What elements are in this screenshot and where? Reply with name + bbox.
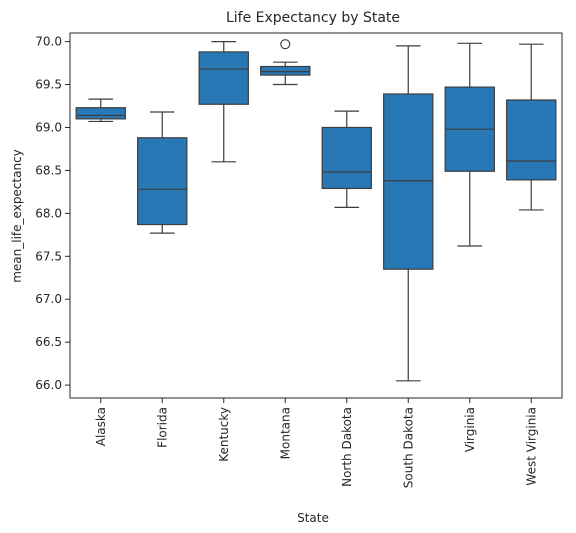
plot-area: 66.0 66.5 67.0 67.5 68.0 68.5 69.0 69.5 70.0 Alas… [35, 32, 563, 488]
x-tick-label-florida: Florida [155, 407, 169, 448]
x-tick-label-south-dakota: South Dakota [401, 407, 415, 488]
y-tick-label: 69.5 [35, 78, 62, 92]
chart-title: Life Expectancy by State [226, 10, 400, 26]
y-tick-label: 66.0 [35, 378, 62, 392]
x-axis-label: State [297, 511, 329, 525]
y-tick-label: 67.5 [35, 249, 62, 263]
box-alaska [75, 107, 126, 120]
y-tick-label: 69.0 [35, 120, 62, 134]
axes-frame [69, 32, 563, 399]
box-north-dakota [321, 126, 372, 190]
x-tick-label-north-dakota: North Dakota [340, 407, 354, 487]
box-south-dakota [383, 93, 434, 270]
x-tick-label-west-virginia: West Virginia [524, 407, 538, 486]
y-tick-label: 66.5 [35, 335, 62, 349]
x-tick-label-alaska: Alaska [94, 407, 108, 446]
y-tick-label: 70.0 [35, 35, 62, 49]
y-tick-label: 68.0 [35, 206, 62, 220]
y-tick-label: 67.0 [35, 292, 62, 306]
box-kentucky [198, 51, 249, 105]
box-montana [260, 65, 311, 76]
x-tick-label-montana: Montana [278, 407, 292, 459]
y-tick-label: 68.5 [35, 163, 62, 177]
y-axis-label: mean_life_expectancy [10, 149, 24, 283]
box-west-virginia [506, 99, 557, 181]
outlier-point-montana [280, 39, 291, 50]
x-tick-label-kentucky: Kentucky [217, 407, 231, 462]
x-tick-label-virginia: Virginia [463, 407, 477, 452]
box-florida [137, 137, 188, 226]
